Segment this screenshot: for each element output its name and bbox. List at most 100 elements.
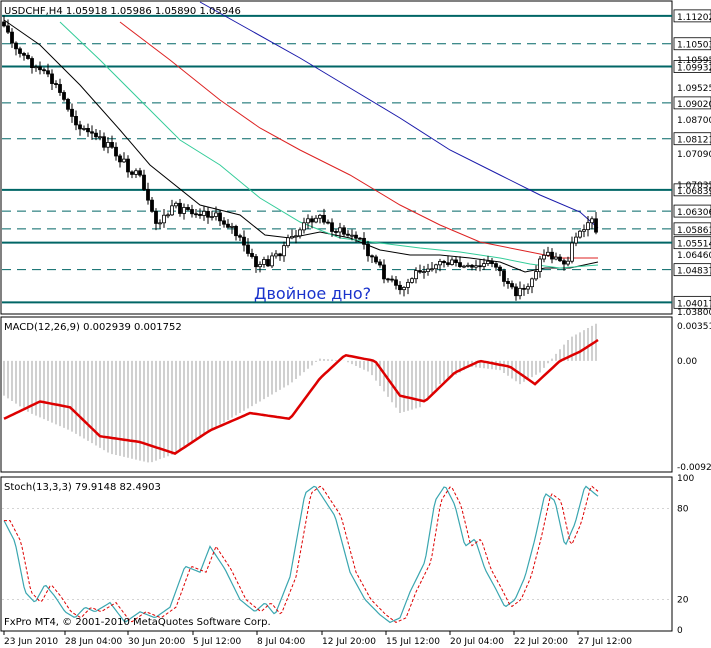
- candle-body: [114, 146, 118, 157]
- candle-body: [102, 136, 106, 148]
- price-tick-label: 1.03800: [677, 308, 711, 318]
- candle-body: [274, 253, 278, 257]
- candle-body: [438, 261, 442, 266]
- candle-body: [94, 132, 98, 138]
- candle-body: [522, 287, 526, 290]
- candle-body: [118, 155, 122, 163]
- macd-indicator: 0.00351 0.00 -0.00920: [3, 322, 711, 473]
- candle-body: [54, 83, 58, 85]
- time-label: 5 Jul 12:00: [193, 637, 242, 647]
- level-price-box: [673, 9, 711, 23]
- candle-body: [334, 231, 338, 233]
- candle-body: [278, 253, 282, 257]
- candle-body: [354, 234, 358, 239]
- stoch-main-line: [3, 485, 599, 624]
- stoch-tick-label: 0: [677, 626, 683, 636]
- candle-body: [238, 235, 242, 238]
- ma-red-line: [119, 21, 598, 259]
- time-label: 12 Jul 20:00: [322, 637, 376, 647]
- candle-body: [346, 233, 350, 236]
- candle-body: [282, 245, 286, 257]
- candle-body: [370, 255, 374, 258]
- candle-body: [190, 209, 194, 215]
- candle-body: [218, 212, 222, 222]
- candle-body: [74, 116, 78, 126]
- candle-body: [510, 283, 514, 288]
- candle-body: [26, 54, 30, 59]
- candle-body: [410, 278, 414, 283]
- stoch-signal-line: [4, 485, 599, 623]
- candle-body: [542, 254, 546, 260]
- level-price-label: 1.08121: [677, 136, 711, 146]
- candle-body: [414, 270, 418, 280]
- candle-body: [318, 214, 322, 219]
- candle-body: [170, 205, 174, 216]
- level-price-label: 1.05514: [677, 240, 711, 250]
- level-price-box: [673, 204, 711, 218]
- candle-body: [482, 263, 486, 267]
- candle-body: [394, 279, 398, 286]
- candle-body: [110, 142, 114, 148]
- candle-body: [462, 265, 466, 268]
- candle-body: [450, 259, 454, 265]
- candle-body: [174, 202, 178, 207]
- candle-body: [18, 48, 22, 54]
- time-label: 8 Jul 04:00: [257, 637, 306, 647]
- candle-body: [402, 287, 406, 291]
- level-price-label: 1.06839: [677, 187, 711, 197]
- candle-body: [546, 251, 550, 256]
- candle-body: [358, 237, 362, 240]
- level-price-label: 1.09020: [677, 100, 711, 110]
- level-price-box: [673, 132, 711, 146]
- level-price-box: [673, 222, 711, 236]
- copyright-footer: FxPro MT4, © 2001-2010 MetaQuotes Softwa…: [4, 617, 271, 628]
- level-price-label: 1.04837: [677, 267, 711, 277]
- candle-body: [254, 256, 258, 268]
- candle-body: [578, 230, 582, 238]
- candle-body: [178, 202, 182, 214]
- candle-body: [338, 227, 342, 233]
- candle-body: [330, 222, 334, 232]
- main-chart-header: USDCHF,H4 1.05918 1.05986 1.05890 1.0594…: [4, 6, 241, 17]
- candle-body: [514, 286, 518, 297]
- ma-fast-line: [3, 19, 599, 273]
- candle-body: [498, 266, 502, 272]
- double-bottom-annotation: Двойное дно?: [254, 284, 371, 303]
- candle-body: [182, 207, 186, 214]
- level-price-label: 1.09932: [677, 64, 711, 74]
- price-tick-label: 1.06460: [677, 251, 711, 261]
- candle-body: [70, 108, 74, 117]
- candle-body: [234, 225, 238, 237]
- candle-body: [306, 218, 310, 224]
- candle-body: [202, 210, 206, 216]
- candle-body: [314, 217, 318, 223]
- candle-body: [38, 66, 42, 71]
- candle-body: [298, 229, 302, 237]
- candle-body: [550, 251, 554, 260]
- macd-header: MACD(12,26,9) 0.002939 0.001752: [4, 322, 182, 333]
- candle-body: [506, 281, 510, 284]
- candle-body: [302, 222, 306, 231]
- candle-body: [146, 189, 150, 201]
- candle-body: [286, 237, 290, 247]
- candle-body: [30, 58, 34, 69]
- candle-body: [382, 264, 386, 280]
- candle-body: [138, 170, 142, 176]
- candle-body: [494, 263, 498, 268]
- level-price-box: [673, 263, 711, 277]
- price-tick-label: 1.07090: [677, 150, 711, 160]
- candle-body: [242, 236, 246, 246]
- candle-body: [78, 124, 82, 130]
- stoch-header: Stoch(13,3,3) 79.9148 82.4903: [4, 482, 161, 493]
- candle-body: [418, 270, 422, 273]
- candle-body: [590, 218, 594, 224]
- candle-body: [198, 213, 202, 216]
- time-label: 27 Jul 12:00: [578, 637, 632, 647]
- candle-body: [366, 243, 370, 257]
- stoch-tick-label: 20: [677, 596, 689, 606]
- candle-body: [126, 158, 130, 173]
- candle-body: [454, 259, 458, 263]
- levels: 1.11202 1.10503 1.09932 1.09020 1.08121 1.068…: [2, 9, 711, 309]
- price-tick-label: 1.07035: [677, 181, 711, 191]
